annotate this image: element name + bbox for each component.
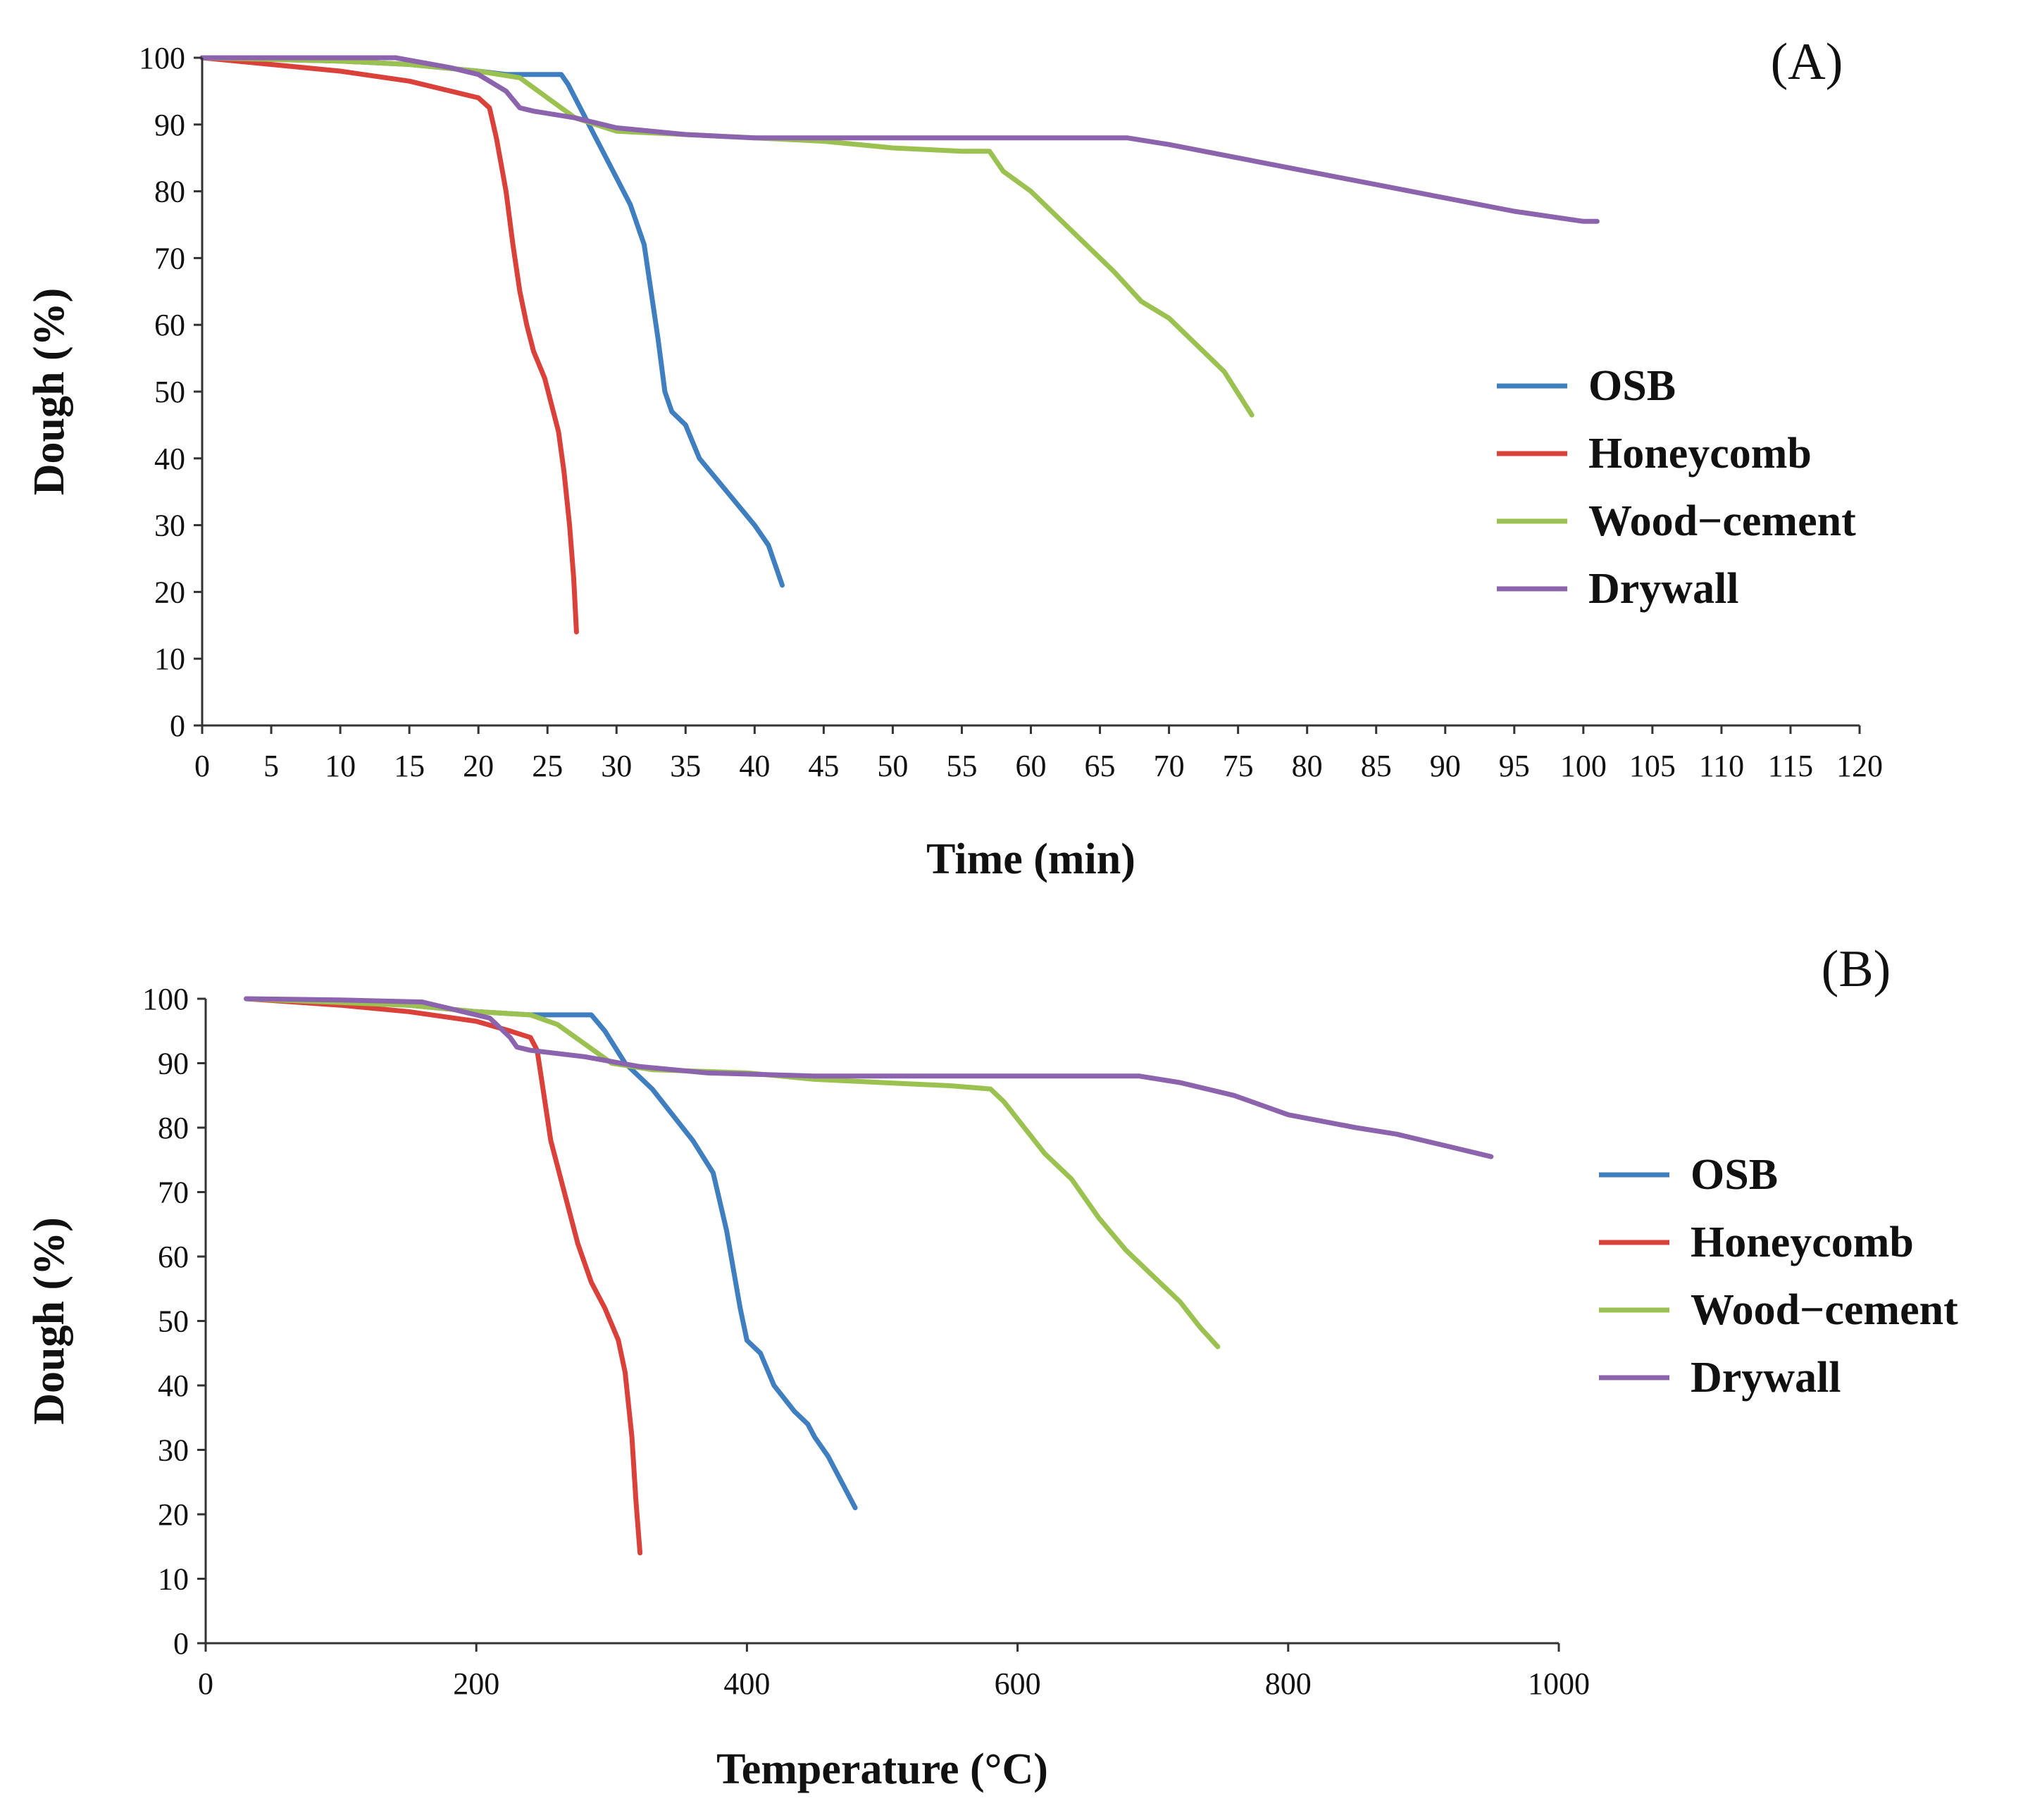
y-axis-title-b: Dough (%) (25, 1217, 73, 1425)
x-tick-label: 75 (1223, 749, 1254, 783)
y-tick-label: 60 (158, 1240, 189, 1274)
y-tick-label: 70 (154, 241, 185, 275)
x-tick-label: 40 (739, 749, 770, 783)
y-ticks-b: 0 10 20 30 40 50 60 70 80 90 100 (142, 982, 206, 1661)
x-tick-label: 10 (325, 749, 356, 783)
x-tick-label: 65 (1085, 749, 1116, 783)
x-tick-label: 25 (532, 749, 563, 783)
legend-label: Drywall (1588, 565, 1739, 613)
x-axis-title-a: Time (min) (926, 835, 1135, 883)
legend-a: OSB Honeycomb Wood−cement Drywall (1497, 362, 1856, 613)
legend-label: OSB (1691, 1151, 1778, 1199)
x-tick-label: 50 (877, 749, 908, 783)
y-tick-label: 90 (158, 1047, 189, 1081)
y-tick-label: 0 (173, 1626, 189, 1661)
y-tick-label: 70 (158, 1176, 189, 1210)
axes-b: 0 10 20 30 40 50 60 70 80 90 100 0 200 400 600 800 1000 (142, 982, 1590, 1701)
y-tick-label: 30 (154, 509, 185, 543)
x-tick-label: 90 (1430, 749, 1461, 783)
series-line-drywall (199, 55, 1600, 224)
y-tick-label: 30 (158, 1433, 189, 1468)
x-tick-label: 20 (463, 749, 494, 783)
x-ticks-a: 0 5 10 15 20 25 30 35 40 45 50 55 60 65 70 75 80 85 90 95 10… (194, 725, 1883, 783)
series-layer-a (199, 55, 1600, 635)
x-tick-label: 5 (263, 749, 279, 783)
y-ticks-a: 0 10 20 30 40 50 60 70 80 90 100 (139, 41, 202, 743)
x-ticks-b: 0 200 400 600 800 1000 (198, 1643, 1590, 1701)
y-tick-label: 90 (154, 108, 185, 142)
axes-a: 0 10 20 30 40 50 60 70 80 90 100 0 5 10 15 20 25 30 35 40 4… (139, 41, 1883, 783)
x-tick-label: 105 (1629, 749, 1676, 783)
x-tick-label: 600 (995, 1666, 1041, 1701)
x-tick-label: 0 (194, 749, 210, 783)
x-tick-label: 1000 (1528, 1666, 1590, 1701)
panel-label-a: (A) (1771, 33, 1843, 91)
x-tick-label: 120 (1836, 749, 1883, 783)
y-tick-label: 50 (154, 375, 185, 409)
legend-label: Wood−cement (1691, 1286, 1958, 1334)
panel-label-b: (B) (1822, 940, 1891, 998)
x-axis-title-b: Temperature (°C) (716, 1745, 1048, 1793)
y-tick-label: 20 (154, 575, 185, 609)
x-tick-label: 200 (453, 1666, 499, 1701)
series-line-wood-cement (244, 996, 1221, 1350)
x-tick-label: 95 (1499, 749, 1530, 783)
legend-label: Honeycomb (1691, 1218, 1914, 1266)
y-tick-label: 10 (154, 642, 185, 676)
legend-label: Drywall (1691, 1354, 1841, 1402)
chart-panel-a: 0 10 20 30 40 50 60 70 80 90 100 0 5 10 15 20 25 30 35 40 4… (25, 33, 1883, 883)
x-tick-label: 70 (1154, 749, 1185, 783)
x-tick-label: 80 (1292, 749, 1323, 783)
legend-b: OSB Honeycomb Wood−cement Drywall (1599, 1151, 1958, 1402)
x-tick-label: 60 (1016, 749, 1047, 783)
x-tick-label: 400 (723, 1666, 770, 1701)
series-line-wood-cement (199, 55, 1255, 418)
x-tick-label: 115 (1768, 749, 1813, 783)
x-tick-label: 15 (394, 749, 425, 783)
x-tick-label: 30 (601, 749, 632, 783)
x-tick-label: 110 (1699, 749, 1744, 783)
x-tick-label: 55 (946, 749, 977, 783)
chart-panel-b: 0 10 20 30 40 50 60 70 80 90 100 0 200 400 600 800 1000… (25, 940, 1958, 1793)
series-layer-b (244, 996, 1494, 1556)
x-tick-label: 85 (1361, 749, 1392, 783)
y-tick-label: 40 (154, 442, 185, 476)
legend-label: Wood−cement (1588, 497, 1856, 545)
legend-label: OSB (1588, 362, 1676, 410)
y-tick-label: 80 (154, 175, 185, 209)
series-line-honeycomb (244, 996, 643, 1556)
y-tick-label: 50 (158, 1304, 189, 1339)
y-tick-label: 40 (158, 1369, 189, 1403)
x-tick-label: 0 (198, 1666, 213, 1701)
legend-label: Honeycomb (1588, 430, 1812, 478)
series-line-drywall (244, 996, 1494, 1159)
series-line-honeycomb (199, 55, 579, 635)
x-tick-label: 45 (808, 749, 839, 783)
y-tick-label: 10 (158, 1562, 189, 1597)
x-tick-label: 100 (1560, 749, 1607, 783)
y-tick-label: 100 (139, 41, 185, 75)
x-tick-label: 35 (670, 749, 701, 783)
x-tick-label: 800 (1265, 1666, 1312, 1701)
y-tick-label: 0 (170, 709, 185, 743)
y-tick-label: 20 (158, 1497, 189, 1532)
y-tick-label: 60 (154, 308, 185, 342)
y-tick-label: 100 (142, 982, 189, 1016)
y-axis-title-a: Dough (%) (25, 288, 73, 496)
y-tick-label: 80 (158, 1111, 189, 1145)
